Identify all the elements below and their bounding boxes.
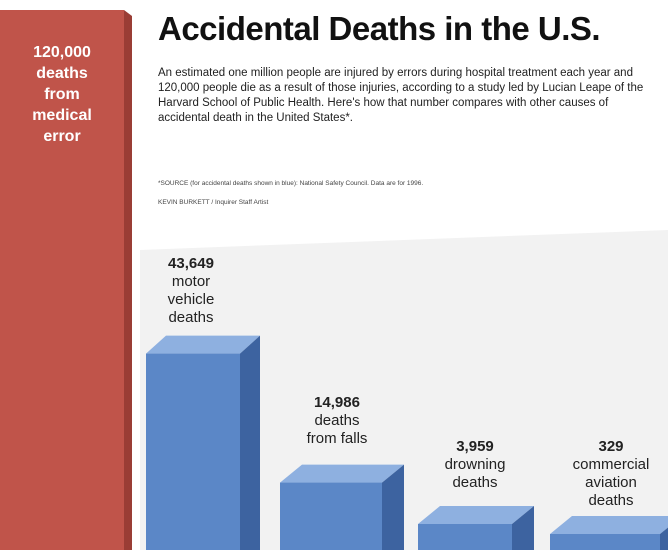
category-label-line: drowning — [444, 456, 506, 473]
category-label-line: error — [43, 128, 81, 145]
background-shade — [140, 230, 668, 550]
bar-3-front — [418, 524, 512, 550]
source-note: *SOURCE (for accidental deaths shown in … — [158, 180, 424, 187]
category-label-line: medical — [32, 107, 92, 124]
bar-4-top — [550, 516, 668, 534]
bar-2-front — [280, 482, 382, 550]
label-medical-error: 120,000 deaths from medical error — [0, 42, 124, 147]
value-label: 329 — [598, 438, 624, 455]
value-label: 43,649 — [168, 255, 214, 272]
category-label-line: motor — [171, 273, 211, 290]
bar-3-top — [418, 506, 534, 524]
category-label-line: deaths — [36, 65, 88, 82]
bar-1-side — [240, 335, 260, 550]
bar-medical-error-side — [124, 10, 132, 550]
category-label-line: from falls — [306, 430, 368, 447]
bar-2-top — [280, 464, 404, 483]
bar-4-front — [550, 534, 660, 550]
category-label-line: deaths — [588, 492, 634, 509]
label-bar-4: 329 commercial aviation deaths — [555, 438, 667, 510]
category-label-line: vehicle — [167, 291, 215, 308]
label-bar-3: 3,959 drowning deaths — [420, 438, 530, 492]
artist-credit: KEVIN BURKETT / Inquirer Staff Artist — [158, 199, 269, 206]
bar-1-top — [146, 335, 260, 354]
bar-medical-error — [0, 10, 124, 550]
value-label: 120,000 — [33, 44, 91, 61]
bar-1-front — [146, 353, 240, 550]
chart-title: Accidental Deaths in the U.S. — [158, 10, 601, 47]
label-bar-1: 43,649 motor vehicle deaths — [136, 255, 246, 327]
category-label-line: from — [44, 86, 80, 103]
category-label-line: deaths — [314, 412, 360, 429]
bar-3-side — [512, 506, 534, 550]
category-label-line: deaths — [452, 474, 498, 491]
value-label: 14,986 — [314, 394, 360, 411]
bar-2-side — [382, 464, 404, 550]
value-label: 3,959 — [456, 438, 494, 455]
bar-4-side — [660, 527, 668, 550]
category-label-line: aviation — [585, 474, 637, 491]
label-bar-2: 14,986 deaths from falls — [282, 394, 392, 448]
category-label-line: commercial — [572, 456, 650, 473]
category-label-line: deaths — [168, 309, 214, 326]
intro-paragraph: An estimated one million people are inju… — [158, 67, 644, 124]
